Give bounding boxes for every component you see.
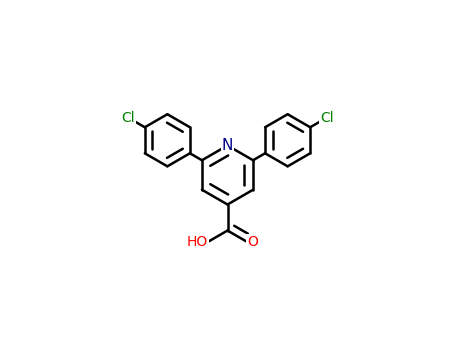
Text: Cl: Cl xyxy=(121,111,135,125)
Text: HO: HO xyxy=(187,235,208,249)
Text: N: N xyxy=(222,138,233,153)
Text: O: O xyxy=(247,235,258,249)
Text: Cl: Cl xyxy=(320,111,334,125)
